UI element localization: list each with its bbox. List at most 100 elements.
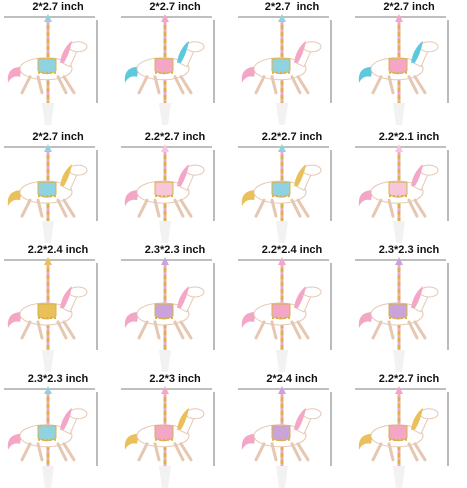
product-cell: 2*2.7 inch [4,1,98,125]
saddle [388,425,408,442]
horse-leg [254,198,266,218]
horse-leg [56,442,68,462]
horse-leg [173,442,185,462]
mane [60,407,72,430]
product-cell: 2.3*2.3 inch [355,244,449,372]
mane [411,285,423,308]
saddle [37,58,57,75]
tail [124,311,139,328]
finial [395,386,403,394]
mane [60,164,72,187]
finial [278,257,286,265]
horse-leg [270,320,278,340]
horse-leg [387,442,395,462]
mane [60,285,72,308]
saddle [271,425,291,442]
finial [278,386,286,394]
horse-leg [36,75,44,95]
tail [241,66,256,83]
horse-leg [270,198,278,218]
finial [395,144,403,152]
horse-leg [179,198,193,218]
size-label: 2*2.7 inch [32,131,84,143]
horse-leg [407,198,419,218]
product-cell: 2.2*2.1 inch [355,131,449,243]
horse-head [419,41,439,53]
horse-leg [173,198,185,218]
tail [7,433,22,450]
product-cell: 2.3*2.3 inch [121,244,215,372]
product-cell: 2.2*2.7 inch [121,131,215,243]
mane [294,164,306,187]
horse-leg [153,442,161,462]
stand [159,466,171,488]
horse-leg [387,75,395,95]
horse-head [185,41,205,53]
tail [7,190,22,207]
horse-head [185,408,205,420]
size-label: 2.2*2.7 inch [262,131,323,143]
size-label: 2.2*2.1 inch [379,131,440,143]
tail [124,66,139,83]
horse-head [68,286,88,298]
horse-head [419,408,439,420]
horse-leg [413,75,427,95]
mane [411,407,423,430]
stand [276,221,288,243]
horse-leg [407,75,419,95]
horse-head [302,164,322,176]
tail [241,433,256,450]
horse-head [419,286,439,298]
horse-leg [137,75,149,95]
size-label: 2.2*3 inch [149,373,201,385]
stand [393,103,405,125]
stand [393,466,405,488]
saddle [271,181,291,198]
mane [177,285,189,308]
mane [60,40,72,63]
tail [124,190,139,207]
finial [161,386,169,394]
horse-leg [270,75,278,95]
mane [177,40,189,63]
horse-head [302,41,322,53]
horse-leg [407,442,419,462]
tail [7,66,22,83]
horse-leg [270,442,278,462]
horse-leg [36,442,44,462]
mane [294,285,306,308]
finial [161,257,169,265]
size-label: 2.3*2.3 inch [28,373,89,385]
stand [42,350,54,372]
tail [358,66,373,83]
mane [177,164,189,187]
product-cell: 2*2.7 inch [4,131,98,243]
horse-head [419,164,439,176]
horse-leg [387,198,395,218]
stand [393,221,405,243]
horse-leg [56,75,68,95]
finial [278,144,286,152]
saddle [154,181,174,198]
horse-leg [153,320,161,340]
size-label: 2*2.7 inch [149,1,201,13]
saddle [388,58,408,75]
horse-leg [20,75,32,95]
horse-leg [173,320,185,340]
horse-leg [179,320,193,340]
product-cell: 2*2.7 inch [238,1,332,125]
stand [276,466,288,488]
horse-leg [137,442,149,462]
size-label: 2*2.7 inch [383,1,435,13]
size-label: 2.2*2.7 inch [379,373,440,385]
horse-head [185,286,205,298]
size-label: 2*2.4 inch [266,373,318,385]
mane [411,164,423,187]
horse-leg [62,198,76,218]
horse-leg [56,320,68,340]
saddle [154,58,174,75]
horse-head [68,164,88,176]
horse-leg [56,198,68,218]
stand [276,103,288,125]
